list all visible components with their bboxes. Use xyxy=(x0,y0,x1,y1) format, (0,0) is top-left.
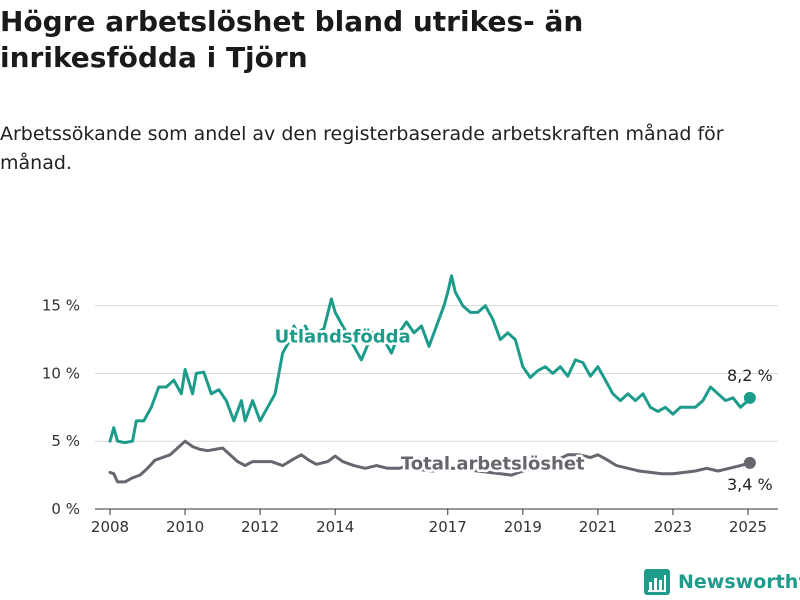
x-tick-label: 2021 xyxy=(579,518,617,536)
chart-subtitle: Arbetssökande som andel av den registerb… xyxy=(0,123,724,174)
series-annotation: Total arbetslöshet xyxy=(401,454,585,475)
x-tick-label: 2017 xyxy=(429,518,467,536)
y-tick-label: 15 % xyxy=(42,297,80,315)
series-annotation: Utlandsfödda xyxy=(275,326,411,347)
x-tick-label: 2019 xyxy=(504,518,542,536)
series-endpoint-0 xyxy=(743,391,756,404)
series-endpoint-1 xyxy=(743,456,756,469)
x-tick-label: 2010 xyxy=(166,518,204,536)
y-tick-label: 10 % xyxy=(42,364,80,382)
series-end-label: 3,4 % xyxy=(727,475,773,494)
x-tick-label: 2025 xyxy=(729,518,767,536)
x-tick-label: 2014 xyxy=(316,518,354,536)
series-end-label: 8,2 % xyxy=(727,366,773,385)
series-line-1 xyxy=(108,439,752,484)
brand-name: Newsworthy xyxy=(678,571,800,593)
bar-chart-logo-icon xyxy=(644,569,670,595)
x-tick-label: 2008 xyxy=(91,518,129,536)
brand-logo[interactable]: Newsworthy xyxy=(644,569,800,595)
y-tick-label: 0 % xyxy=(51,500,80,518)
y-tick-label: 5 % xyxy=(51,432,80,450)
chart-title: Högre arbetslöshet bland utrikes- än inr… xyxy=(0,5,584,74)
series-line-0 xyxy=(108,274,752,445)
x-tick-label: 2012 xyxy=(241,518,279,536)
x-tick-label: 2023 xyxy=(654,518,692,536)
